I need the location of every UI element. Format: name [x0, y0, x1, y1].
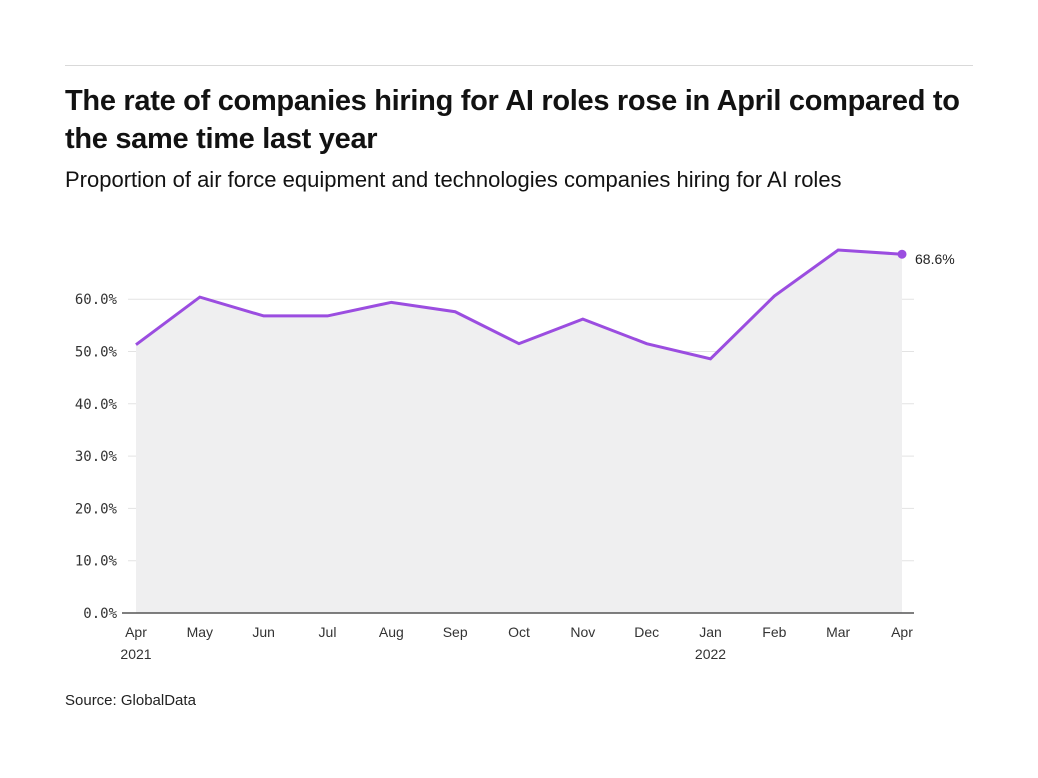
x-tick-label: Aug: [379, 624, 404, 640]
line-area-chart: 0.0% 10.0% 20.0% 30.0% 40.0% 50.0% 60.0% Apr 20…: [75, 248, 955, 662]
x-tick-label: Apr: [891, 624, 913, 640]
y-tick-label: 20.0%: [75, 501, 118, 517]
x-tick-label: Mar: [826, 624, 850, 640]
y-tick-label: 0.0%: [83, 606, 117, 622]
y-tick-label: 40.0%: [75, 397, 118, 413]
source-note: Source: GlobalData: [65, 692, 196, 709]
top-divider: [65, 65, 973, 66]
x-axis-ticks: Apr 2021 May Jun Jul Aug Sep Oct Nov Dec Jan 2022 Fe…: [120, 624, 913, 662]
x-tick-label: May: [187, 624, 213, 640]
x-tick-label: Jun: [252, 624, 275, 640]
x-tick-label: Apr: [125, 624, 147, 640]
x-tick-label: Feb: [762, 624, 786, 640]
x-tick-year-label: 2022: [695, 646, 726, 662]
chart-title: The rate of companies hiring for AI role…: [65, 85, 960, 155]
x-tick-label: Oct: [508, 624, 530, 640]
x-tick-label: Jan: [699, 624, 722, 640]
area-fill: [136, 250, 902, 613]
y-tick-label: 60.0%: [75, 292, 118, 308]
x-tick-label: Sep: [443, 624, 468, 640]
y-tick-label: 10.0%: [75, 554, 118, 570]
data-point: [897, 249, 907, 259]
x-tick-label: Jul: [319, 624, 337, 640]
chart-subtitle: Proportion of air force equipment and te…: [65, 167, 842, 192]
y-tick-label: 50.0%: [75, 345, 118, 361]
y-tick-label: 30.0%: [75, 449, 118, 465]
y-axis-ticks: 0.0% 10.0% 20.0% 30.0% 40.0% 50.0% 60.0%: [75, 292, 118, 622]
series-line: [135, 248, 903, 361]
end-value-label: 68.6%: [915, 251, 955, 267]
x-tick-year-label: 2021: [120, 646, 151, 662]
x-tick-label: Dec: [634, 624, 659, 640]
data-points: [897, 249, 907, 259]
x-tick-label: Nov: [570, 624, 595, 640]
